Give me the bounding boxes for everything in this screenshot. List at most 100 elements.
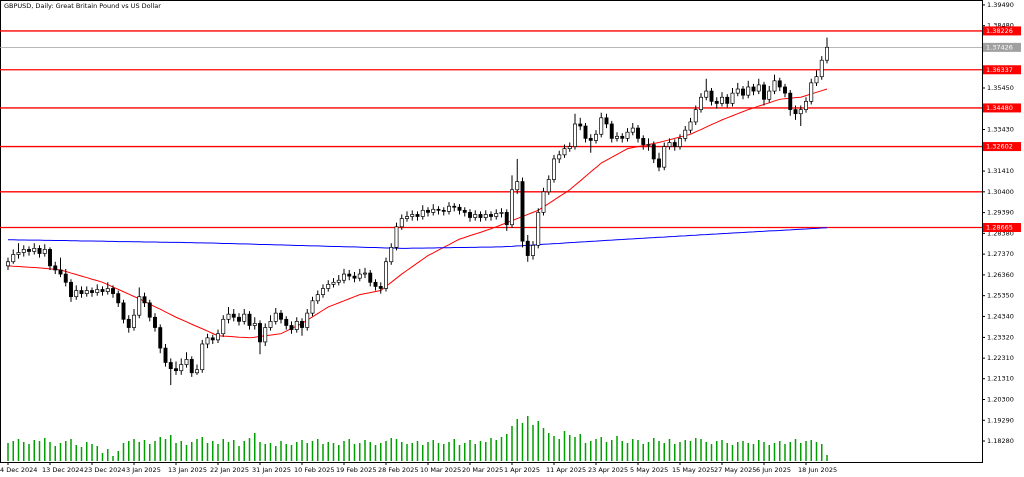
candle-body	[620, 135, 625, 139]
candle-body	[478, 214, 483, 218]
candle-body	[772, 80, 777, 92]
candle-body	[163, 347, 168, 363]
candle-body	[268, 321, 273, 328]
candle-body	[788, 92, 793, 110]
candle-body	[231, 313, 236, 318]
candle-body	[657, 158, 661, 168]
x-tick-label: 1 Apr 2025	[504, 466, 540, 474]
candle-body	[258, 323, 262, 343]
candle-body	[735, 88, 740, 94]
candle-body	[447, 205, 451, 212]
x-tick-label: 3 Jan 2025	[126, 466, 161, 474]
candle-body	[709, 90, 714, 102]
candle-body	[179, 364, 184, 372]
candle-body	[641, 138, 646, 145]
y-tick-label: 1.33430	[987, 126, 1014, 134]
candle-body	[462, 209, 467, 213]
x-tick-label: 31 Jan 2025	[252, 466, 291, 474]
x-tick-label: 27 May 2025	[714, 466, 756, 474]
candle-body	[504, 212, 509, 226]
level-label-box	[983, 142, 1021, 152]
candle-body	[200, 343, 205, 371]
candle-body	[783, 86, 787, 94]
level-label: 1.32602	[986, 143, 1013, 151]
candle-body	[452, 205, 457, 208]
candle-body	[347, 273, 352, 277]
candle-body	[216, 333, 220, 341]
x-tick-label: 15 May 2025	[672, 466, 714, 474]
candle-body	[588, 138, 593, 141]
candle-body	[646, 144, 651, 146]
candle-body	[651, 144, 656, 160]
level-label-box	[983, 223, 1021, 233]
y-tick-label: 1.29390	[987, 209, 1014, 217]
candle-body	[153, 316, 157, 328]
candle-body	[499, 212, 504, 214]
candle-body	[436, 208, 441, 211]
candle-body	[69, 281, 73, 298]
candle-body	[520, 181, 525, 242]
candle-body	[399, 218, 404, 228]
candle-body	[762, 84, 766, 100]
candle-body	[415, 214, 420, 217]
candle-body	[158, 327, 163, 349]
y-tick-label: 1.30400	[987, 188, 1014, 196]
candle-body	[142, 296, 147, 304]
candle-body	[536, 212, 541, 246]
candle-body	[678, 138, 682, 147]
y-tick-label: 1.31410	[987, 167, 1014, 175]
candle-body	[426, 209, 430, 213]
candle-body	[809, 82, 814, 102]
x-tick-label: 10 Feb 2025	[294, 466, 334, 474]
candle-body	[541, 191, 546, 213]
candle-body	[468, 212, 472, 218]
candle-body	[819, 59, 824, 78]
y-tick-label: 1.21310	[987, 375, 1014, 383]
candle-body	[111, 288, 115, 294]
candle-body	[636, 127, 640, 139]
candle-body	[525, 240, 530, 256]
candle-body	[168, 362, 173, 370]
candle-body	[567, 146, 572, 150]
x-tick-label: 23 Dec 2024	[84, 466, 126, 474]
candle-body	[331, 281, 336, 285]
candle-body	[804, 101, 808, 110]
candle-body	[378, 286, 383, 289]
candle-body	[121, 302, 126, 320]
candle-body	[53, 265, 58, 271]
chart-title: GBPUSD, Daily: Great Britain Pound vs US…	[4, 2, 161, 10]
candle-body	[594, 133, 598, 141]
candle-body	[16, 252, 21, 255]
x-tick-label: 19 Feb 2025	[336, 466, 376, 474]
candle-body	[326, 284, 331, 289]
candle-body	[84, 290, 89, 294]
candle-body	[389, 246, 394, 263]
candle-body	[252, 323, 257, 326]
candle-body	[105, 288, 110, 292]
plot-frame	[0, 0, 983, 463]
candle-body	[226, 313, 231, 320]
candle-body	[310, 300, 315, 314]
y-tick-label: 1.18280	[987, 437, 1014, 445]
candle-body	[699, 96, 703, 110]
candle-body	[305, 312, 310, 328]
last-price-box	[983, 42, 1021, 52]
y-tick-label: 1.23320	[987, 333, 1014, 341]
candle-body	[357, 273, 362, 279]
candle-body	[247, 313, 252, 326]
candle-body	[300, 321, 304, 328]
level-label: 1.38226	[986, 27, 1013, 35]
y-tick-label: 1.39490	[987, 1, 1014, 9]
candle-body	[557, 154, 562, 160]
candle-body	[483, 214, 488, 218]
candle-body	[237, 316, 241, 322]
candle-body	[510, 189, 514, 226]
candle-body	[420, 209, 425, 217]
candle-body	[315, 294, 320, 302]
last-price-label: 1.37426	[986, 43, 1013, 51]
y-tick-label: 1.24340	[987, 312, 1014, 320]
candle-body	[531, 244, 535, 256]
y-tick-label: 1.35450	[987, 84, 1014, 92]
x-tick-label: 18 Jun 2025	[798, 466, 837, 474]
x-tick-label: 11 Apr 2025	[546, 466, 586, 474]
